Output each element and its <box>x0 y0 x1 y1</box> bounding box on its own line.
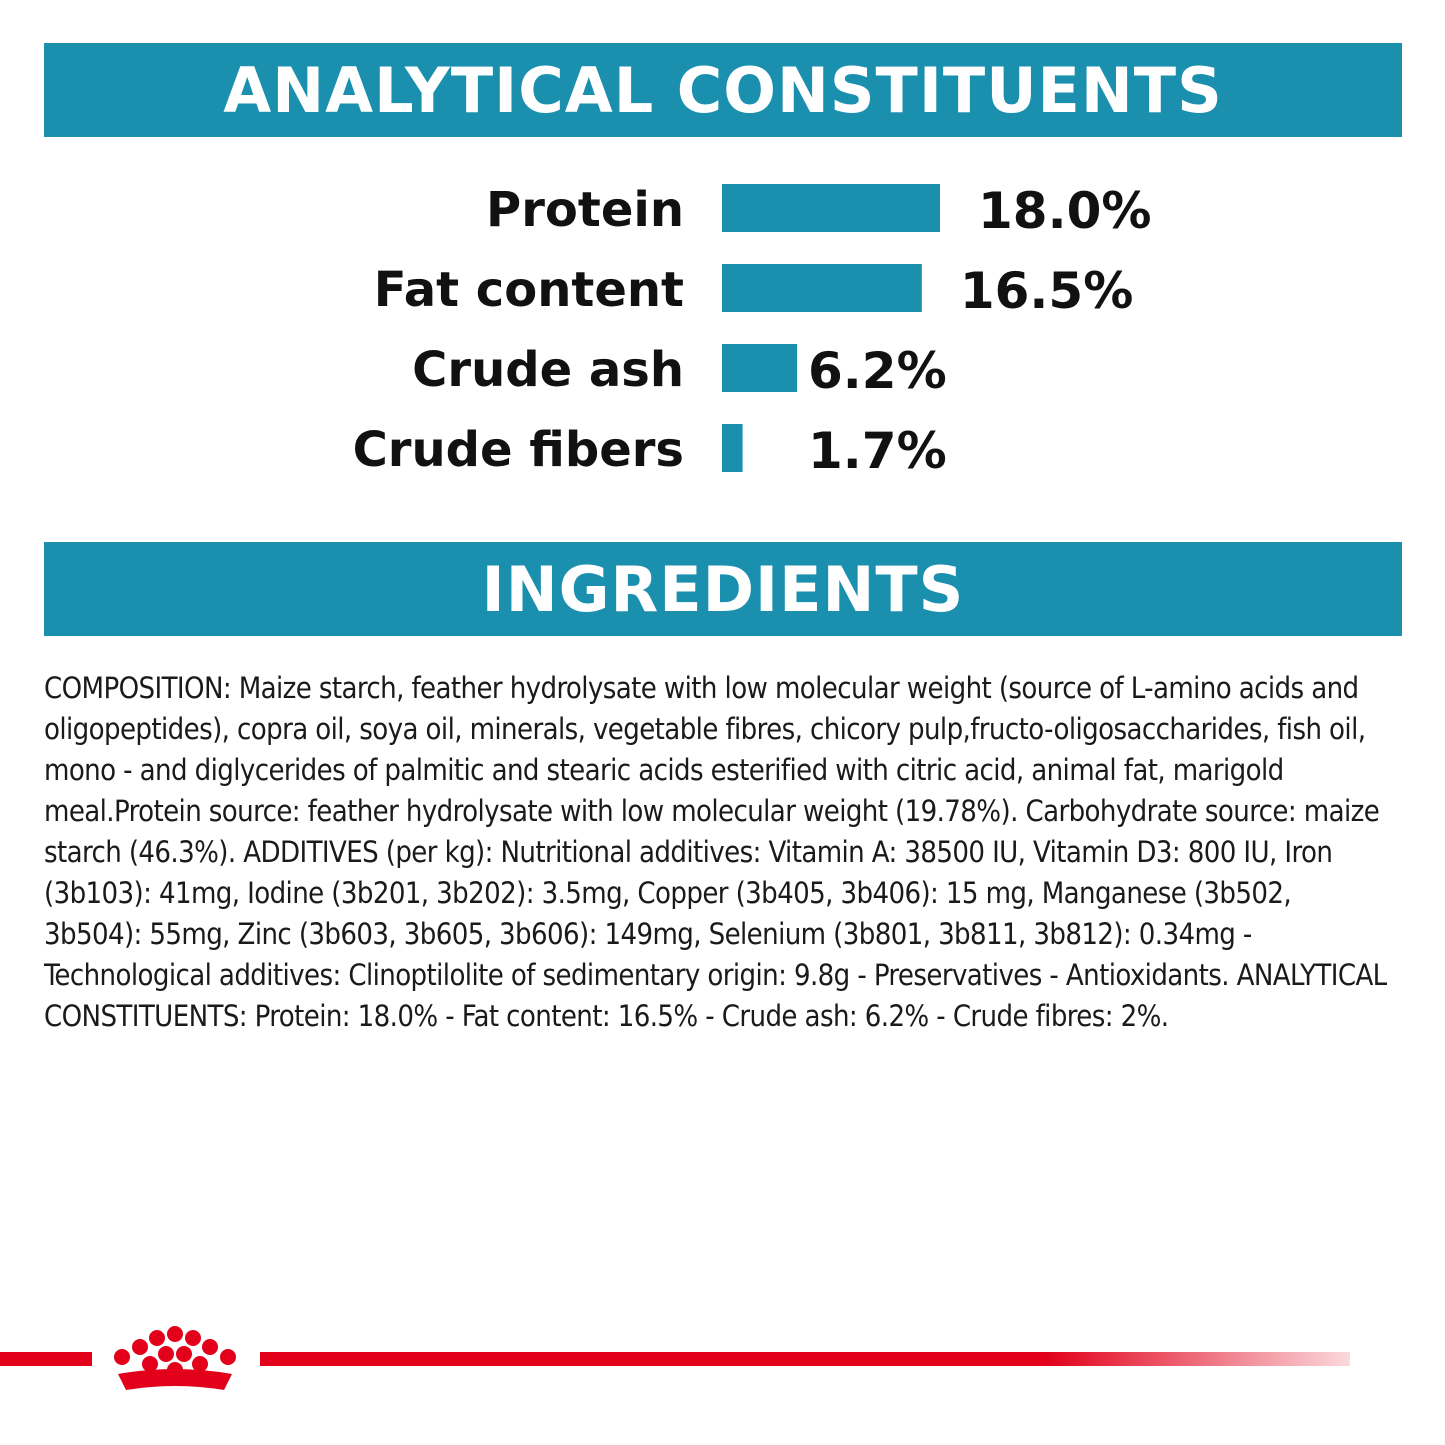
ingredients-title: INGREDIENTS <box>481 552 965 626</box>
category-label: Crude fibers <box>353 422 684 478</box>
category-label: Fat content <box>374 262 684 318</box>
analytical-constituents-banner: ANALYTICAL CONSTITUENTS <box>44 43 1402 137</box>
bar-fat-content <box>722 264 922 312</box>
footer-red-line-left <box>0 1352 92 1366</box>
ingredients-banner: INGREDIENTS <box>44 542 1402 636</box>
footer-red-line-right <box>260 1352 1350 1366</box>
composition-text: COMPOSITION: Maize starch, feather hydro… <box>44 671 1387 1033</box>
category-label: Crude ash <box>412 342 684 398</box>
analytical-constituents-title: ANALYTICAL CONSTITUENTS <box>223 53 1223 127</box>
crown-icon <box>114 1326 236 1390</box>
value-label: 1.7% <box>808 422 947 480</box>
value-label: 16.5% <box>960 262 1133 320</box>
value-label: 6.2% <box>808 342 947 400</box>
value-label: 18.0% <box>978 182 1151 240</box>
bar-protein <box>722 184 940 232</box>
constituents-bar-chart: Protein 18.0% Fat content 16.5% Crude ash 6.2… <box>353 182 1152 480</box>
category-label: Protein <box>486 182 684 238</box>
bar-crude-ash <box>722 344 798 392</box>
bar-crude-fibers <box>722 424 743 472</box>
